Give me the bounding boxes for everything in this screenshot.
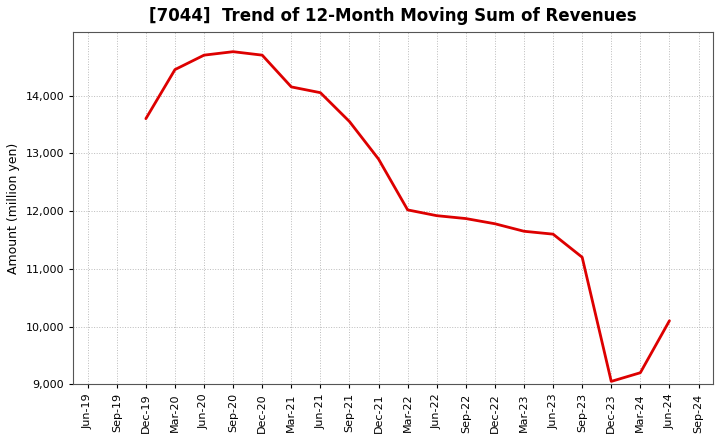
Y-axis label: Amount (million yen): Amount (million yen) (7, 143, 20, 274)
Title: [7044]  Trend of 12-Month Moving Sum of Revenues: [7044] Trend of 12-Month Moving Sum of R… (149, 7, 637, 25)
